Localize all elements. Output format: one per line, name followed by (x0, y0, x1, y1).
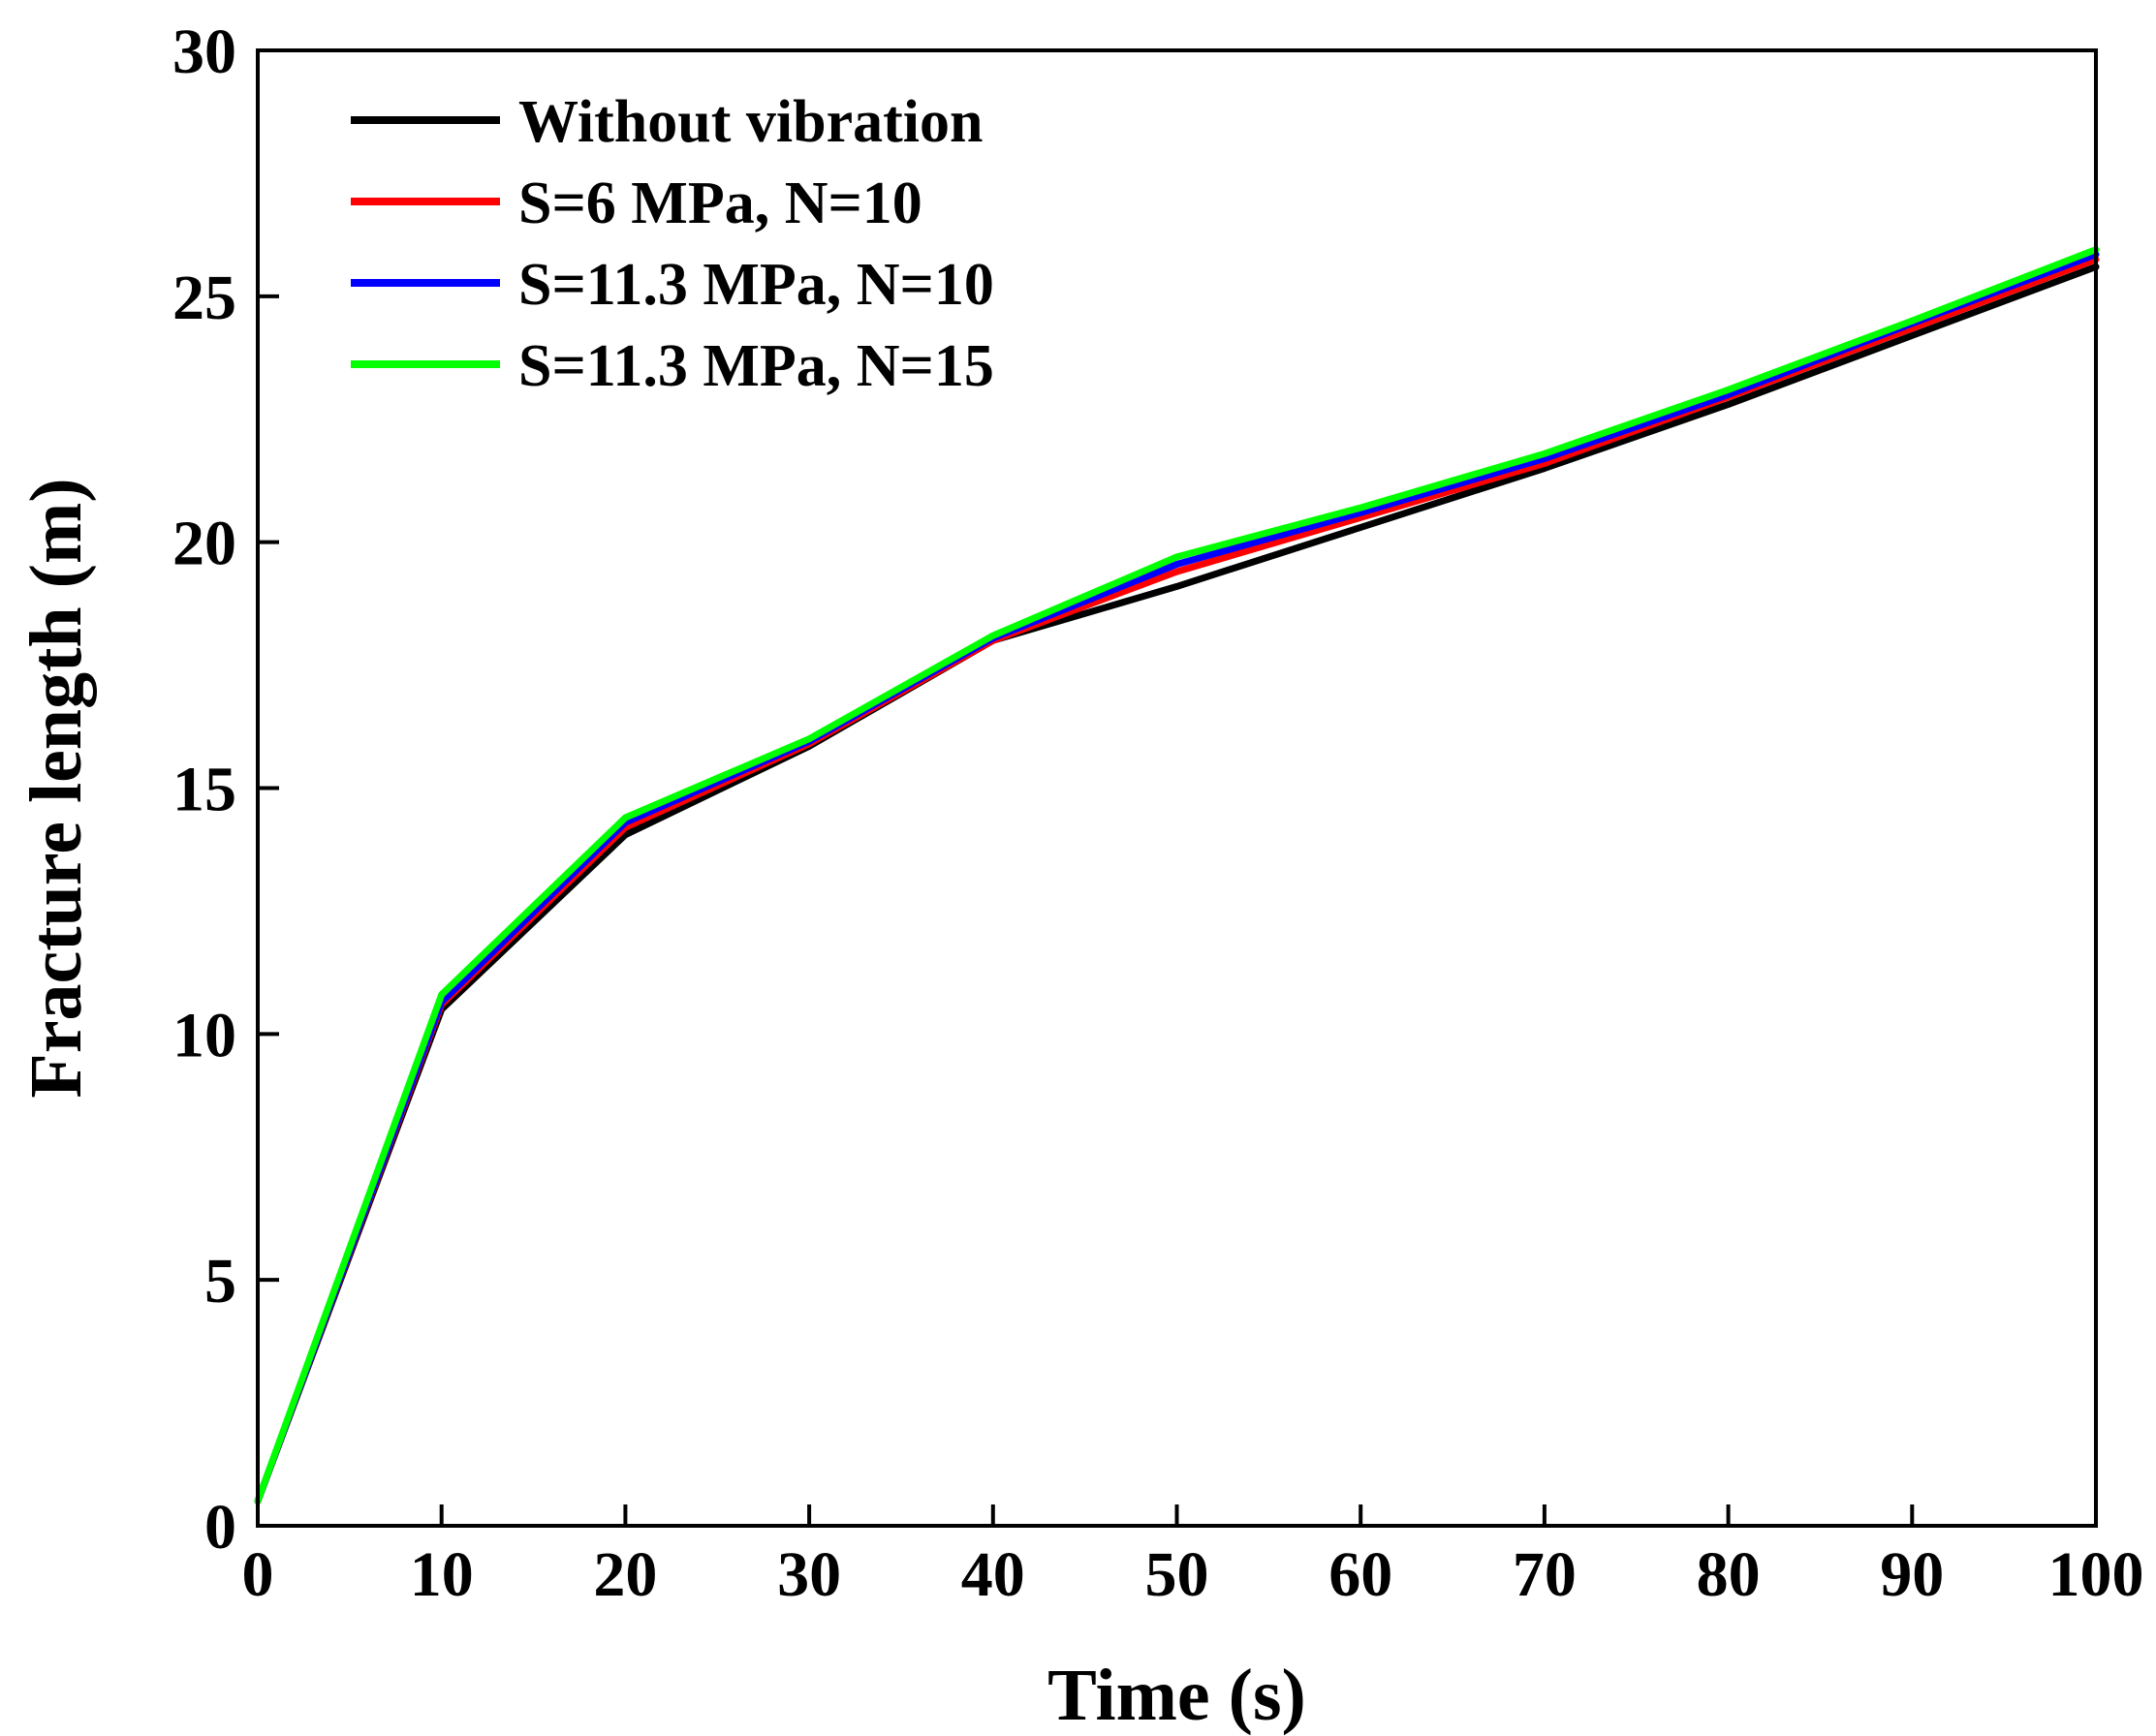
y-tick-label: 20 (172, 509, 236, 579)
x-tick-label: 50 (1145, 1539, 1209, 1610)
x-tick-label: 40 (961, 1539, 1025, 1610)
y-axis-title: Fracture length (m) (16, 478, 97, 1098)
legend-label-3: S=11.3 MPa, N=10 (518, 252, 994, 318)
y-tick-label: 5 (204, 1246, 236, 1317)
x-tick-label: 30 (777, 1539, 841, 1610)
y-tick-label: 10 (172, 1000, 236, 1070)
x-tick-label: 60 (1328, 1539, 1392, 1610)
x-tick-label: 0 (242, 1539, 274, 1610)
y-tick-label: 0 (204, 1492, 236, 1563)
legend-label-1: Without vibration (518, 89, 983, 155)
legend-label-4: S=11.3 MPa, N=15 (518, 333, 994, 399)
series-line-3 (254, 251, 2100, 1505)
series-layer (254, 246, 2100, 1505)
y-tick-label: 15 (172, 755, 236, 825)
x-axis-title: Time (s) (1047, 1655, 1306, 1736)
x-tick-label: 20 (593, 1539, 657, 1610)
ticks-layer: 0 10 20 30 40 50 60 70 80 90 100 0 5 10 15 20 25 30 (172, 16, 2144, 1610)
legend: Without vibration S=6 MPa, N=10 S=11.3 MPa… (351, 89, 994, 399)
x-tick-label: 90 (1880, 1539, 1944, 1610)
y-tick-label: 30 (172, 16, 236, 87)
x-tick-label: 100 (2048, 1539, 2144, 1610)
y-tick-label: 25 (172, 263, 236, 333)
x-tick-label: 80 (1697, 1539, 1761, 1610)
series-line-1 (254, 263, 2100, 1505)
x-tick-label: 70 (1513, 1539, 1577, 1610)
x-tick-label: 10 (410, 1539, 474, 1610)
series-line-4 (254, 246, 2100, 1505)
legend-label-2: S=6 MPa, N=10 (518, 170, 922, 236)
